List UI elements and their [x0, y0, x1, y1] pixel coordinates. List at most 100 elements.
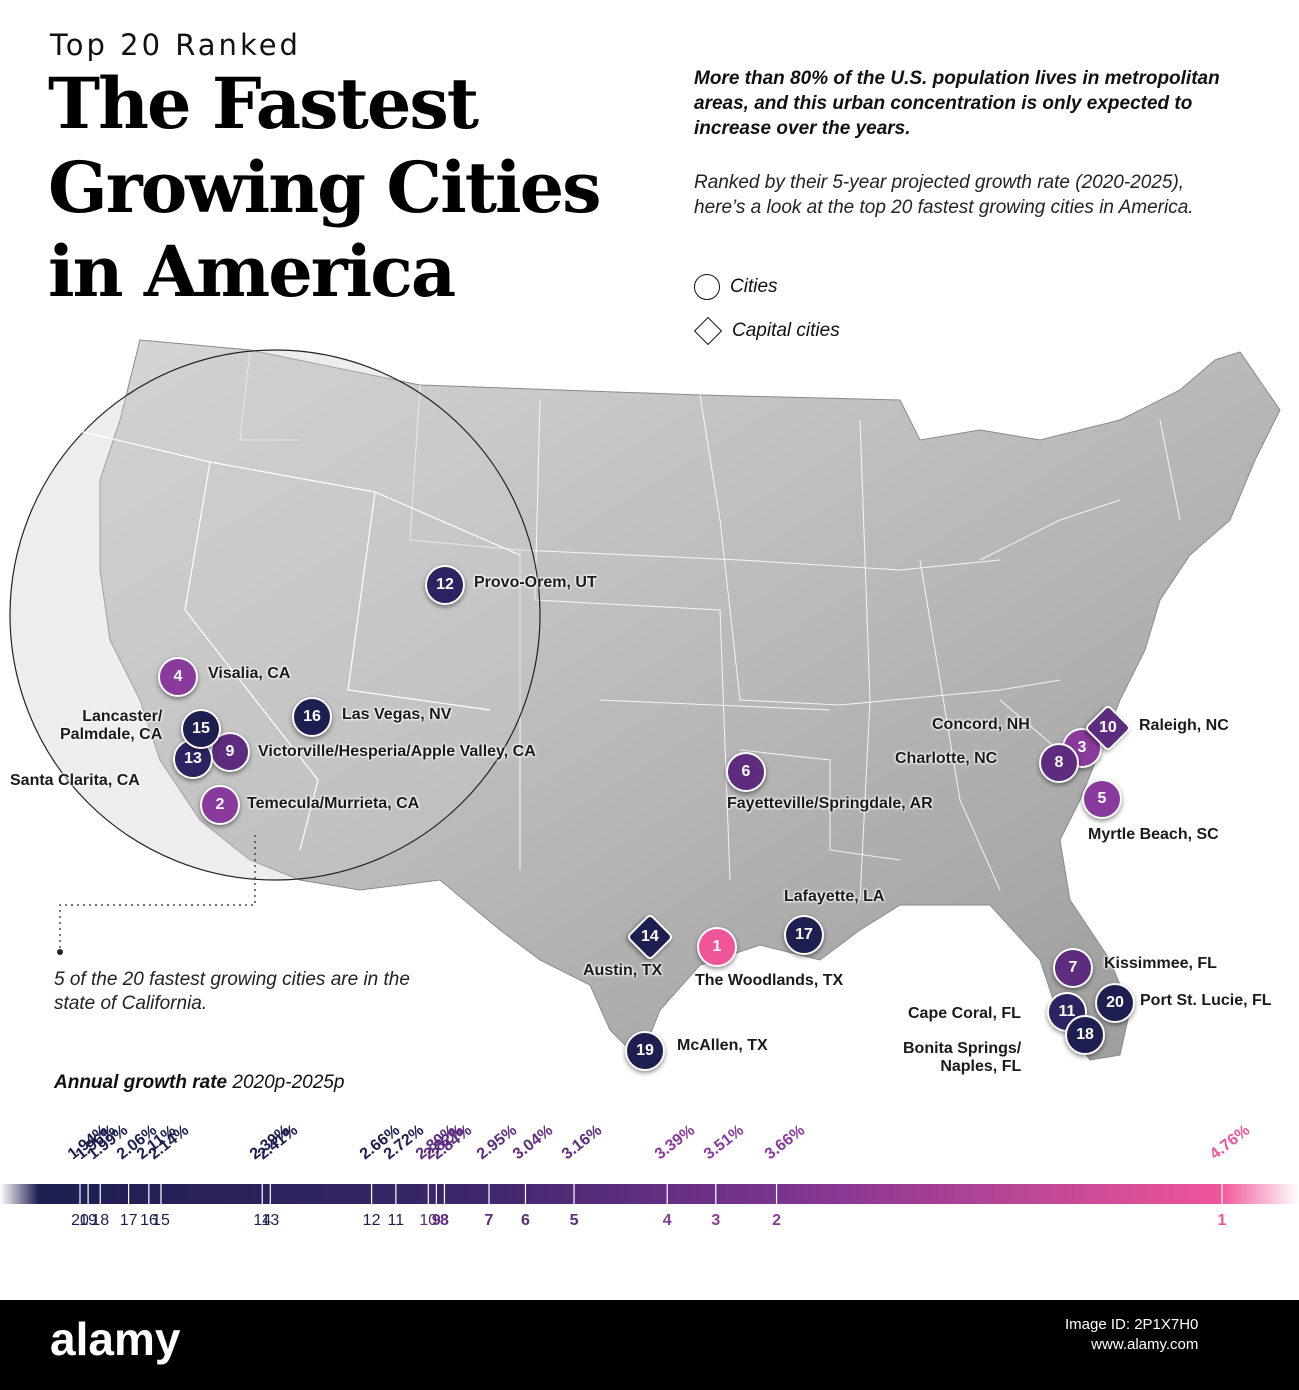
- growth-label-3: 3.51%: [700, 1121, 747, 1164]
- growth-label-2: 3.66%: [761, 1121, 808, 1164]
- marker-4[interactable]: 4: [158, 657, 198, 697]
- marker-rank: 5: [1097, 790, 1107, 807]
- legend-capitals-label: Capital cities: [732, 320, 840, 341]
- growth-bar: [0, 1184, 1299, 1204]
- marker-rank: 20: [1106, 994, 1124, 1011]
- growth-label-1: 4.76%: [1206, 1121, 1254, 1164]
- rank-label-17: 17: [119, 1212, 138, 1229]
- chart-title: Annual growth rate 2020p-2025p: [54, 1072, 345, 1093]
- rank-label-4: 4: [662, 1212, 672, 1229]
- marker-rank: 6: [741, 763, 751, 780]
- marker-2[interactable]: 2: [200, 785, 240, 825]
- marker-label: Port St. Lucie, FL: [1140, 992, 1272, 1009]
- rank-label-10: 10: [419, 1212, 438, 1229]
- marker-6[interactable]: 6: [726, 752, 766, 792]
- marker-rank: 8: [1054, 754, 1064, 771]
- growth-rate-bar: [0, 1178, 1299, 1210]
- page-title: The Fastest Growing Cities in America: [48, 62, 602, 314]
- zoom-state-borders: [74, 429, 521, 851]
- title-line: Growing Cities: [48, 146, 602, 229]
- growth-label-7: 2.95%: [473, 1121, 521, 1164]
- marker-label: Cape Coral, FL: [908, 1005, 1021, 1022]
- marker-label: Las Vegas, NV: [342, 706, 452, 723]
- marker-rank: 16: [303, 708, 321, 725]
- rank-label-2: 2: [772, 1212, 781, 1229]
- rank-label-8: 8: [440, 1212, 449, 1229]
- marker-rank: 13: [184, 750, 202, 767]
- marker-rank: 2: [215, 796, 225, 813]
- rank-label-20: 20: [71, 1212, 89, 1229]
- legend-cities-label: Cities: [730, 276, 778, 297]
- rank-label-7: 7: [484, 1212, 494, 1229]
- title-line: in America: [48, 230, 456, 313]
- marker-label: Concord, NH: [932, 716, 1030, 733]
- marker-8[interactable]: 8: [1039, 743, 1079, 783]
- marker-label: Santa Clarita, CA: [10, 772, 140, 789]
- rank-label-16: 16: [139, 1212, 158, 1229]
- marker-7[interactable]: 7: [1053, 948, 1093, 988]
- marker-label: Charlotte, NC: [895, 750, 998, 767]
- marker-rank: 3: [1077, 739, 1087, 756]
- california-note: 5 of the 20 fastest growing cities are i…: [54, 969, 410, 1014]
- marker-rank: 17: [795, 926, 813, 943]
- marker-label: Lancaster/ Palmdale, CA: [60, 708, 163, 743]
- intro-text: More than 80% of the U.S. population liv…: [694, 68, 1220, 139]
- marker-label: Provo-Orem, UT: [474, 574, 597, 591]
- rank-label-6: 6: [521, 1212, 530, 1229]
- marker-label: Lafayette, LA: [784, 888, 885, 905]
- rank-label-12: 12: [362, 1212, 381, 1229]
- title-line: The Fastest: [48, 62, 479, 145]
- circle-icon: [694, 274, 720, 300]
- rank-label-1: 1: [1217, 1212, 1227, 1229]
- marker-17[interactable]: 17: [784, 915, 824, 955]
- marker-label: Fayetteville/Springdale, AR: [727, 795, 933, 812]
- callout-dot: [57, 949, 63, 955]
- marker-rank: 15: [192, 720, 210, 737]
- subtitle-text: Ranked by their 5-year projected growth …: [694, 172, 1194, 218]
- footer: [0, 1300, 1299, 1390]
- marker-label: Raleigh, NC: [1139, 717, 1229, 734]
- marker-rank: 11: [1058, 1003, 1076, 1020]
- marker-rank: 12: [436, 576, 454, 593]
- marker-rank: 19: [636, 1042, 654, 1059]
- bar-ticks: [79, 1178, 1223, 1210]
- legend-cities: Cities: [694, 274, 778, 300]
- rank-label-5: 5: [569, 1212, 579, 1229]
- marker-19[interactable]: 19: [625, 1031, 665, 1071]
- marker-rank: 7: [1068, 959, 1078, 976]
- marker-12[interactable]: 12: [425, 565, 465, 605]
- footer-id: Image ID: 2P1X7H0 www.alamy.com: [1065, 1316, 1199, 1353]
- legend-capitals: Capital cities: [693, 316, 840, 346]
- rank-label-14: 14: [253, 1212, 272, 1229]
- marker-5[interactable]: 5: [1082, 779, 1122, 819]
- california-zoom-circle: [9, 349, 541, 881]
- rank-label-9: 9: [431, 1212, 441, 1229]
- growth-label-4: 3.39%: [652, 1121, 699, 1164]
- rank-label-13: 13: [261, 1212, 280, 1229]
- rank-label-3: 3: [711, 1212, 721, 1229]
- marker-16[interactable]: 16: [292, 697, 332, 737]
- rank-label-19: 19: [79, 1212, 97, 1229]
- marker-label: Bonita Springs/ Naples, FL: [903, 1040, 1022, 1075]
- marker-label: The Woodlands, TX: [695, 972, 844, 989]
- marker-15[interactable]: 15: [181, 709, 221, 749]
- marker-rank: 4: [173, 668, 183, 685]
- marker-label: Kissimmee, FL: [1104, 955, 1217, 972]
- marker-20[interactable]: 20: [1095, 983, 1135, 1023]
- rank-label-11: 11: [387, 1212, 405, 1229]
- rank-label-18: 18: [91, 1212, 110, 1229]
- marker-rank: 18: [1076, 1026, 1094, 1043]
- marker-18[interactable]: 18: [1065, 1015, 1105, 1055]
- marker-label: Temecula/Murrieta, CA: [247, 795, 420, 812]
- marker-rank: 10: [1099, 718, 1117, 736]
- growth-label-5: 3.16%: [558, 1121, 606, 1164]
- us-map: [9, 339, 1281, 1061]
- marker-1[interactable]: 1: [697, 927, 737, 967]
- marker-label: McAllen, TX: [677, 1037, 768, 1054]
- marker-label: Visalia, CA: [208, 665, 291, 682]
- state-borders: [239, 349, 1181, 901]
- growth-label-6: 3.04%: [510, 1121, 557, 1164]
- marker-label: Victorville/Hesperia/Apple Valley, CA: [258, 743, 536, 760]
- marker-label: Austin, TX: [583, 962, 663, 979]
- marker-rank: 9: [225, 743, 235, 760]
